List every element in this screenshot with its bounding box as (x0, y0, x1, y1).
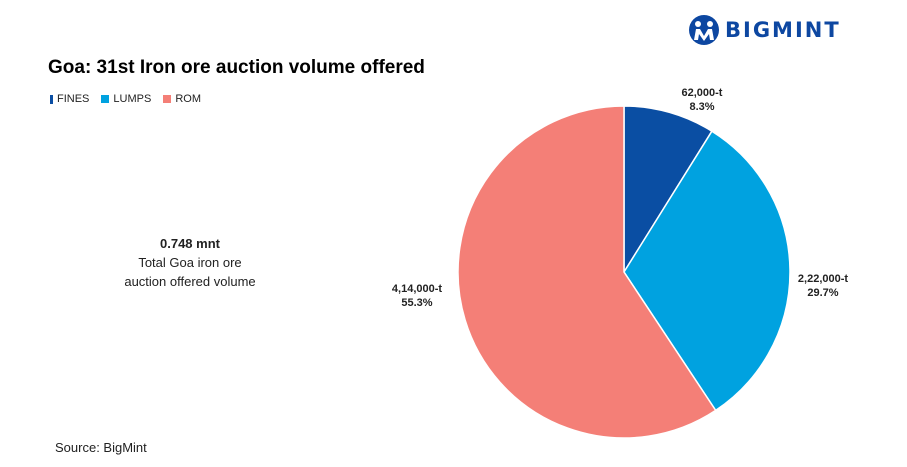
legend-swatch (50, 94, 53, 104)
legend-swatch (163, 95, 172, 103)
total-caption-line1: Total Goa iron ore (138, 255, 242, 270)
data-label-percent-rom: 55.3% (401, 297, 432, 309)
total-caption-line2: auction offered volume (124, 274, 256, 289)
data-label-percent-lumps: 29.7% (807, 287, 838, 299)
data-label-value-fines: 62,000-t (682, 87, 723, 99)
legend-swatch (101, 95, 110, 103)
data-label-value-lumps: 2,22,000-t (798, 273, 848, 285)
bigmint-logo-icon (689, 15, 719, 45)
pie-slice-lumps (623, 130, 791, 412)
data-label-percent-fines: 8.3% (689, 101, 714, 113)
legend-item-lumps: LUMPS (101, 93, 151, 105)
legend-label: FINES (57, 93, 90, 105)
legend-item-fines: FINES (50, 93, 89, 105)
legend-label: ROM (175, 93, 201, 105)
legend-label: LUMPS (113, 93, 152, 105)
legend-item-rom: ROM (163, 93, 201, 105)
total-annotation: 0.748 mnt Total Goa iron ore auction off… (90, 234, 290, 291)
source-note: Source: BigMint (55, 440, 147, 455)
brand-logo: BIGMINT (688, 14, 841, 46)
chart-title: Goa: 31st Iron ore auction volume offere… (48, 57, 425, 78)
brand-name: BIGMINT (725, 18, 841, 42)
chart-legend: FINES LUMPS ROM (50, 93, 213, 105)
data-label-value-rom: 4,14,000-t (392, 283, 442, 295)
pie-slice-fines (623, 105, 713, 275)
pie-slice-rom (457, 105, 717, 439)
total-value: 0.748 mnt (160, 236, 220, 251)
